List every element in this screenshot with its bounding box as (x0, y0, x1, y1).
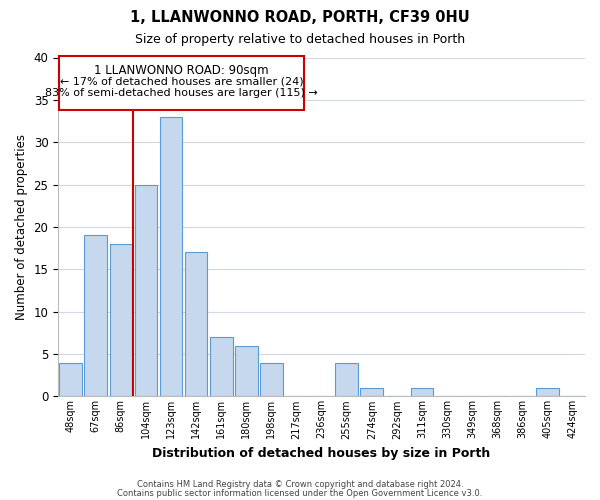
Bar (235, 346, 257, 397)
Bar (361, 388, 383, 396)
Bar (160, 117, 182, 396)
FancyBboxPatch shape (59, 56, 304, 110)
Text: Contains public sector information licensed under the Open Government Licence v3: Contains public sector information licen… (118, 488, 482, 498)
Text: Size of property relative to detached houses in Porth: Size of property relative to detached ho… (135, 32, 465, 46)
Bar (185, 252, 208, 396)
Text: ← 17% of detached houses are smaller (24): ← 17% of detached houses are smaller (24… (60, 76, 304, 86)
Bar (260, 362, 283, 396)
Bar (134, 184, 157, 396)
Bar (110, 244, 132, 396)
Bar (410, 388, 433, 396)
Bar (335, 362, 358, 396)
Text: 83% of semi-detached houses are larger (115) →: 83% of semi-detached houses are larger (… (46, 88, 318, 98)
Bar (210, 337, 233, 396)
X-axis label: Distribution of detached houses by size in Porth: Distribution of detached houses by size … (152, 447, 491, 460)
Text: 1 LLANWONNO ROAD: 90sqm: 1 LLANWONNO ROAD: 90sqm (94, 64, 269, 78)
Text: Contains HM Land Registry data © Crown copyright and database right 2024.: Contains HM Land Registry data © Crown c… (137, 480, 463, 489)
Y-axis label: Number of detached properties: Number of detached properties (15, 134, 28, 320)
Bar (536, 388, 559, 396)
Text: 1, LLANWONNO ROAD, PORTH, CF39 0HU: 1, LLANWONNO ROAD, PORTH, CF39 0HU (130, 10, 470, 25)
Bar (59, 362, 82, 396)
Bar (85, 236, 107, 396)
